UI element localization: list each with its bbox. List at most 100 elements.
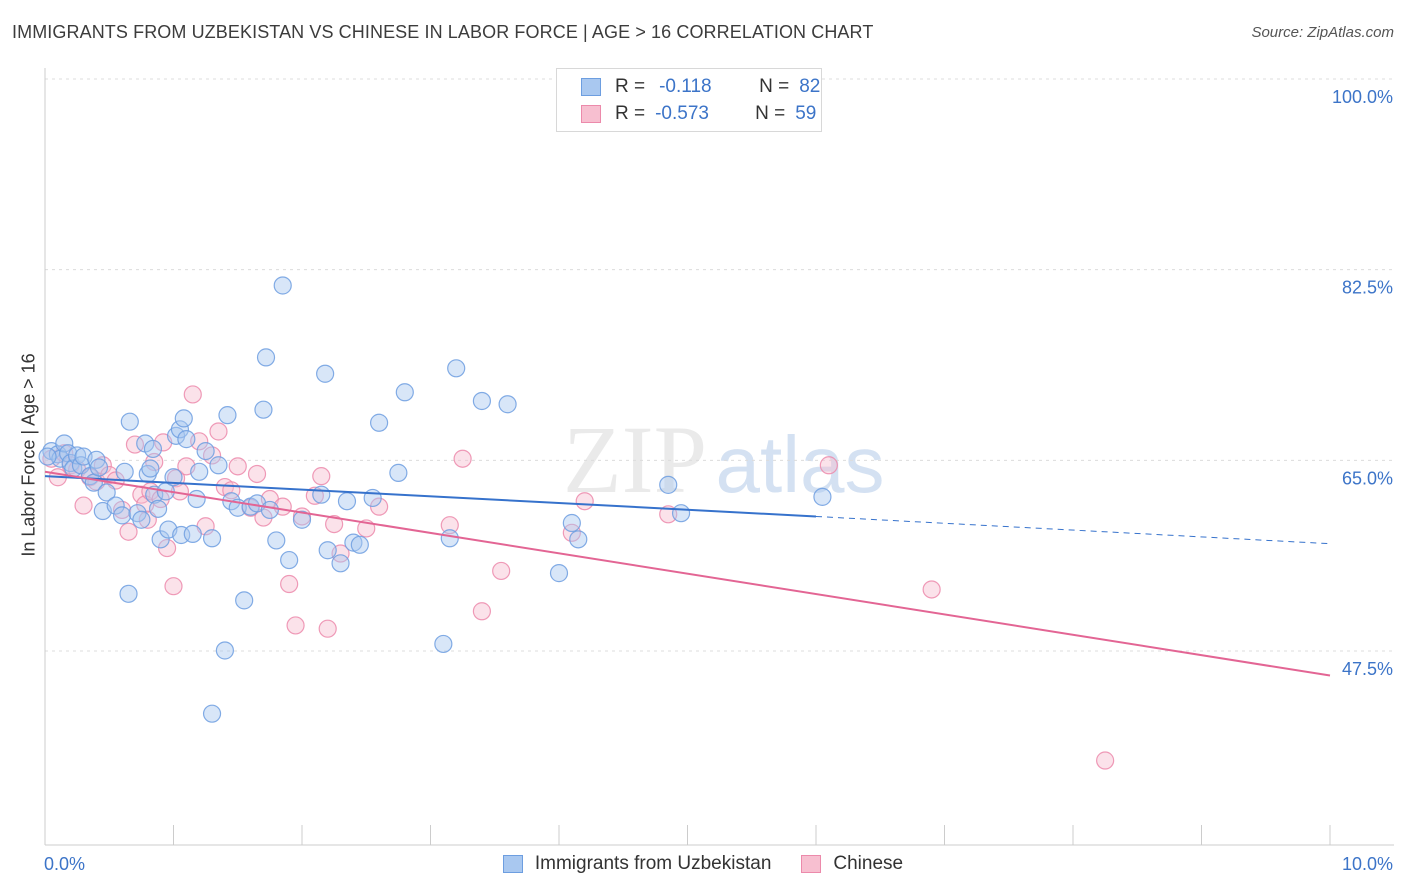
y-tick-label: 65.0% [1342, 468, 1393, 488]
series-legend: Immigrants from Uzbekistan Chinese [0, 850, 1406, 878]
uzbekistan-point [312, 485, 331, 504]
uzbekistan-point [318, 541, 337, 560]
chinese-point [472, 602, 491, 621]
grid-lines [45, 78, 1394, 652]
uzbekistan-point [148, 499, 168, 518]
uzbekistan-point [164, 468, 183, 487]
x-tick-label-start: 0.0% [44, 854, 85, 874]
uzbekistan-point [68, 446, 87, 465]
legend-label: Immigrants from Uzbekistan [534, 853, 772, 874]
uzbekistan-point [292, 510, 312, 529]
chinese-point [286, 616, 305, 635]
uzbekistan-point [273, 276, 292, 295]
uzbekistan-point [549, 564, 569, 583]
chinese-swatch [581, 105, 601, 123]
uzbekistan-point [256, 348, 276, 367]
uzbekistan-point [187, 489, 206, 509]
uzbekistan-point [254, 400, 273, 419]
uzbekistan-trend-line [44, 475, 817, 518]
uzbekistan-point [218, 406, 237, 425]
data-points [38, 276, 1115, 770]
chinese-point [819, 456, 838, 475]
uzbekistan-point [209, 456, 228, 475]
uzbekistan-point [190, 462, 209, 481]
uzbekistan-point [106, 496, 125, 515]
uzbekistan-point [115, 462, 134, 481]
uzbekistan-point [202, 704, 222, 723]
uzbekistan-trend-extension [815, 515, 1331, 545]
y-tick-label: 47.5% [1342, 659, 1393, 679]
uzbekistan-point [97, 483, 116, 502]
uzbekistan-point [434, 634, 453, 654]
y-tick-label: 82.5% [1342, 278, 1393, 298]
n-label: N = [759, 76, 790, 97]
chinese-trend-line [44, 470, 1331, 677]
uzbekistan-point [38, 447, 57, 466]
uzbekistan-point [174, 409, 193, 428]
uzbekistan-point [280, 550, 299, 570]
legend-item-uzbekistan[interactable]: Immigrants from Uzbekistan [502, 850, 772, 878]
uzbekistan-swatch [581, 78, 601, 96]
chinese-point [318, 619, 337, 638]
uzbekistan-point [659, 475, 678, 494]
chinese-point [228, 457, 247, 476]
chinese-point [312, 467, 331, 486]
x-tick-label-end: 10.0% [1342, 854, 1393, 874]
y-axis-title: In Labor Force | Age > 16 [18, 353, 39, 557]
uzbekistan-point [215, 641, 234, 660]
chinese-point [305, 486, 324, 505]
chinese-point [922, 580, 941, 599]
r-label: R = [615, 76, 646, 97]
tick-labels: 47.5% 65.0% 82.5% 100.0% 0.0% 10.0% [44, 87, 1393, 874]
uzbekistan-point [202, 529, 222, 548]
chinese-point [492, 561, 511, 581]
legend-label: Chinese [833, 853, 904, 874]
chinese-point [1096, 751, 1115, 770]
y-tick-label: 100.0% [1332, 87, 1393, 107]
chinese-point [325, 514, 344, 534]
n-value: 59 [795, 103, 817, 124]
r-value: -0.573 [655, 103, 709, 124]
uzbekistan-point [132, 510, 151, 529]
chart-title: IMMIGRANTS FROM UZBEKISTAN VS CHINESE IN… [12, 22, 874, 42]
uzbekistan-legend-swatch [502, 855, 523, 873]
chinese-point [280, 574, 299, 594]
uzbekistan-point [389, 463, 408, 482]
stats-row-chinese: R = -0.573 N = 59 [581, 101, 816, 127]
stats-row-uzbekistan: R = -0.118 N = 82 [581, 74, 820, 100]
uzbekistan-point [89, 458, 109, 477]
uzbekistan-point [316, 364, 335, 383]
uzbekistan-point [170, 420, 190, 439]
uzbekistan-point [337, 492, 357, 511]
chinese-point [119, 522, 138, 541]
uzbekistan-point [472, 391, 491, 411]
uzbekistan-point [120, 412, 139, 431]
chinese-point [562, 523, 581, 542]
trend-lines [44, 470, 1331, 677]
n-label: N = [755, 103, 786, 124]
uzbekistan-point [350, 535, 369, 554]
watermark-atlas: atlas [716, 420, 885, 509]
r-label: R = [615, 103, 646, 124]
uzbekistan-point [119, 584, 138, 603]
chinese-point [659, 505, 678, 524]
uzbekistan-point [440, 529, 459, 548]
uzbekistan-point [569, 530, 588, 549]
uzbekistan-point [267, 531, 286, 550]
watermark-zip: ZIP [563, 406, 707, 513]
uzbekistan-point [183, 524, 202, 543]
watermark: ZIP atlas [563, 406, 884, 513]
uzbekistan-point [235, 591, 254, 610]
stats-legend: R = -0.118 N = 82 R = -0.573 N = 59 [556, 68, 822, 132]
uzbekistan-point [671, 504, 691, 523]
chinese-point [453, 449, 472, 468]
uzbekistan-point [498, 395, 517, 414]
uzbekistan-point [447, 359, 466, 378]
uzbekistan-point [395, 383, 414, 402]
r-value: -0.118 [659, 76, 712, 97]
chinese-point [74, 496, 93, 515]
legend-item-chinese[interactable]: Chinese [801, 850, 903, 878]
uzbekistan-point [196, 441, 215, 461]
n-value: 82 [799, 76, 821, 97]
